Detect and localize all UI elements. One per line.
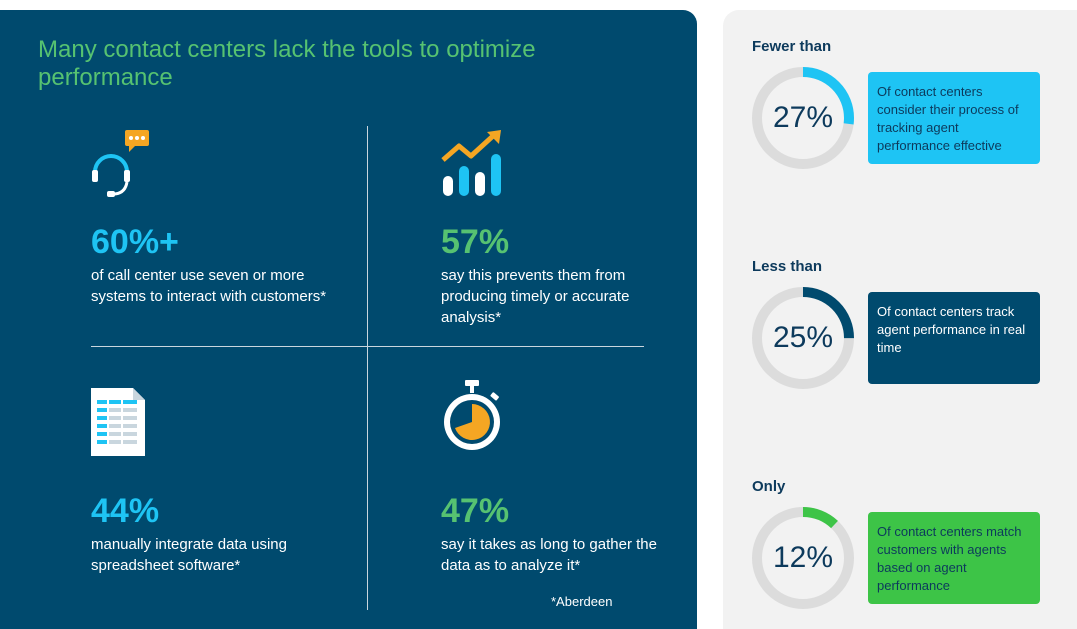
- horizontal-divider: [91, 346, 644, 347]
- stat-value: 44%: [91, 492, 160, 530]
- stats-panel: Many contact centers lack the tools to o…: [0, 10, 697, 629]
- fact-percent: 12%: [772, 541, 834, 574]
- bar-chart-trend-icon: [441, 130, 501, 196]
- headset-chat-icon: [92, 130, 149, 197]
- donut-progress: [752, 287, 854, 389]
- stat-value: 47%: [441, 492, 510, 530]
- donut-chart: [752, 287, 854, 389]
- stat-description: of call center use seven or more systems…: [91, 267, 327, 305]
- donut-chart: [752, 67, 854, 169]
- stopwatch-icon: [444, 380, 500, 450]
- vertical-divider: [367, 126, 368, 610]
- stat-value: 60%+: [91, 223, 179, 261]
- fact-block: Only 12% Of contact centers match custom…: [723, 478, 1077, 628]
- fact-qualifier: Less than: [752, 258, 823, 275]
- stat-description: manually integrate data using spreadshee…: [91, 536, 287, 574]
- fact-percent: 27%: [772, 101, 834, 134]
- stat-description: say it takes as long to gather the data …: [441, 536, 657, 574]
- fact-percent: 25%: [772, 321, 834, 354]
- fact-block: Less than 25% Of contact centers track a…: [723, 258, 1077, 408]
- donut-progress: [752, 507, 854, 609]
- fact-callout: Of contact centers consider their proces…: [868, 72, 1040, 164]
- donut-chart: [752, 507, 854, 609]
- fact-callout: Of contact centers track agent performan…: [868, 292, 1040, 384]
- stat-value: 57%: [441, 223, 510, 261]
- donut-progress: [752, 67, 854, 169]
- facts-panel: Fewer than 27% Of contact centers consid…: [723, 10, 1077, 629]
- fact-block: Fewer than 27% Of contact centers consid…: [723, 38, 1077, 188]
- spreadsheet-icon: [91, 388, 145, 456]
- fact-callout: Of contact centers match customers with …: [868, 512, 1040, 604]
- footnote: *Aberdeen: [551, 594, 613, 609]
- fact-qualifier: Fewer than: [752, 38, 832, 55]
- stat-description: say this prevents them from producing ti…: [441, 267, 630, 326]
- fact-qualifier: Only: [752, 478, 786, 495]
- headline: Many contact centers lack the tools to o…: [38, 36, 536, 91]
